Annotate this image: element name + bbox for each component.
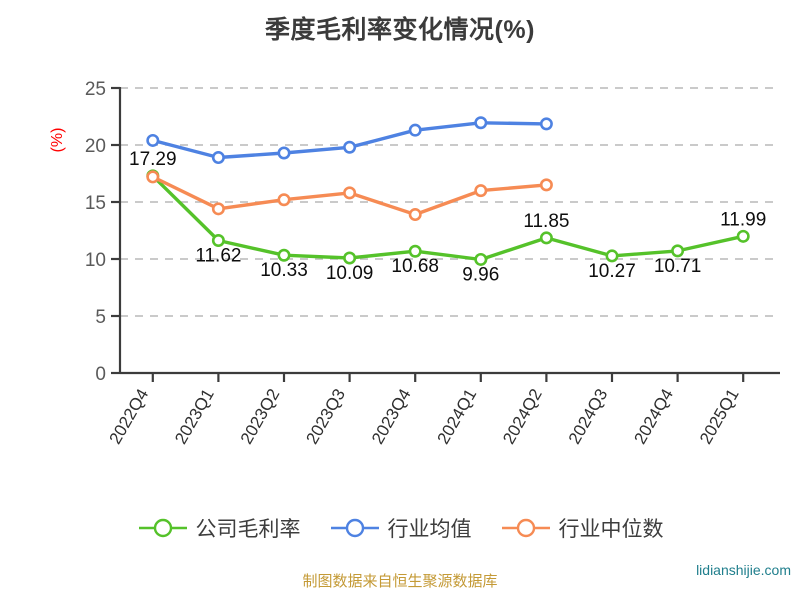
data-point-marker[interactable] xyxy=(211,202,225,216)
series-line xyxy=(151,174,745,262)
data-point-marker[interactable] xyxy=(146,170,160,184)
y-tick-label: 20 xyxy=(85,136,106,157)
chart-legend: 公司毛利率 行业均值 行业中位数 xyxy=(0,513,800,543)
data-point-marker[interactable] xyxy=(605,249,619,263)
y-tick-label: 0 xyxy=(95,364,106,385)
y-tick-label: 25 xyxy=(85,79,106,100)
data-label: 11.85 xyxy=(523,211,569,232)
data-point-marker[interactable] xyxy=(408,244,422,258)
x-tick-label: 2023Q4 xyxy=(368,386,415,448)
data-point-marker[interactable] xyxy=(408,123,422,137)
data-point-marker[interactable] xyxy=(736,229,750,243)
data-point-marker[interactable] xyxy=(277,193,291,207)
x-tick-label: 2024Q1 xyxy=(434,386,481,448)
x-tick-label: 2024Q3 xyxy=(565,386,612,448)
data-label: 9.96 xyxy=(462,264,499,285)
data-point-marker[interactable] xyxy=(474,184,488,198)
data-label: 10.09 xyxy=(326,263,374,284)
data-label: 10.71 xyxy=(654,256,702,277)
x-tick-label: 2024Q2 xyxy=(499,386,546,448)
data-label: 17.29 xyxy=(129,149,177,170)
data-point-marker[interactable] xyxy=(539,117,553,131)
x-tick-label: 2023Q3 xyxy=(302,386,349,448)
legend-circle xyxy=(153,518,172,538)
y-tick-label: 10 xyxy=(85,250,106,271)
data-point-marker[interactable] xyxy=(277,248,291,262)
source-note: 制图数据来自恒生聚源数据库 xyxy=(302,573,498,590)
legend-item[interactable]: 行业中位数 xyxy=(500,513,664,543)
data-point-marker[interactable] xyxy=(211,151,225,165)
data-point-marker[interactable] xyxy=(211,234,225,248)
legend-item-label: 公司毛利率 xyxy=(195,518,301,541)
legend-item[interactable]: 行业均值 xyxy=(329,513,472,543)
data-point-marker[interactable] xyxy=(539,178,553,192)
watermark: lidianshijie.com xyxy=(696,562,791,578)
data-point-marker[interactable] xyxy=(671,244,685,258)
legend-item-label: 行业中位数 xyxy=(558,518,664,541)
data-point-marker[interactable] xyxy=(146,133,160,147)
y-axis-title: (%) xyxy=(49,128,66,153)
data-label: 10.33 xyxy=(260,260,308,281)
data-point-marker[interactable] xyxy=(343,251,357,265)
data-point-marker[interactable] xyxy=(343,140,357,154)
y-tick-label: 5 xyxy=(95,307,106,328)
x-tick-label: 2024Q4 xyxy=(630,386,677,448)
y-tick-label: 15 xyxy=(85,193,106,214)
data-point-marker[interactable] xyxy=(343,186,357,200)
data-point-marker[interactable] xyxy=(277,146,291,160)
legend-marker-icon xyxy=(138,518,187,538)
x-tick-label: 2022Q4 xyxy=(106,386,153,448)
legend-item-label: 行业均值 xyxy=(387,518,472,541)
legend-circle xyxy=(516,518,535,538)
legend-marker-icon xyxy=(330,518,379,538)
legend-circle xyxy=(345,518,364,538)
legend-item[interactable]: 公司毛利率 xyxy=(137,513,301,543)
legend-marker-icon xyxy=(501,518,550,538)
data-point-marker[interactable] xyxy=(474,116,488,130)
data-point-marker[interactable] xyxy=(408,208,422,222)
x-tick-label: 2025Q1 xyxy=(696,386,743,448)
data-label: 11.62 xyxy=(195,246,241,267)
line-chart-plot: 0 5 10 15 20 25 (%) 2022Q4 2023Q1 2023Q2 2023Q3 202… xyxy=(49,79,780,448)
data-point-marker[interactable] xyxy=(474,252,488,266)
chart-title: 季度毛利率变化情况(%) xyxy=(265,16,535,44)
data-label: 11.99 xyxy=(720,209,766,230)
x-tick-label: 2023Q2 xyxy=(237,386,284,448)
data-label: 10.68 xyxy=(391,256,439,277)
data-point-marker[interactable] xyxy=(539,231,553,245)
data-label: 10.27 xyxy=(588,261,636,282)
x-tick-label: 2023Q1 xyxy=(171,386,218,448)
